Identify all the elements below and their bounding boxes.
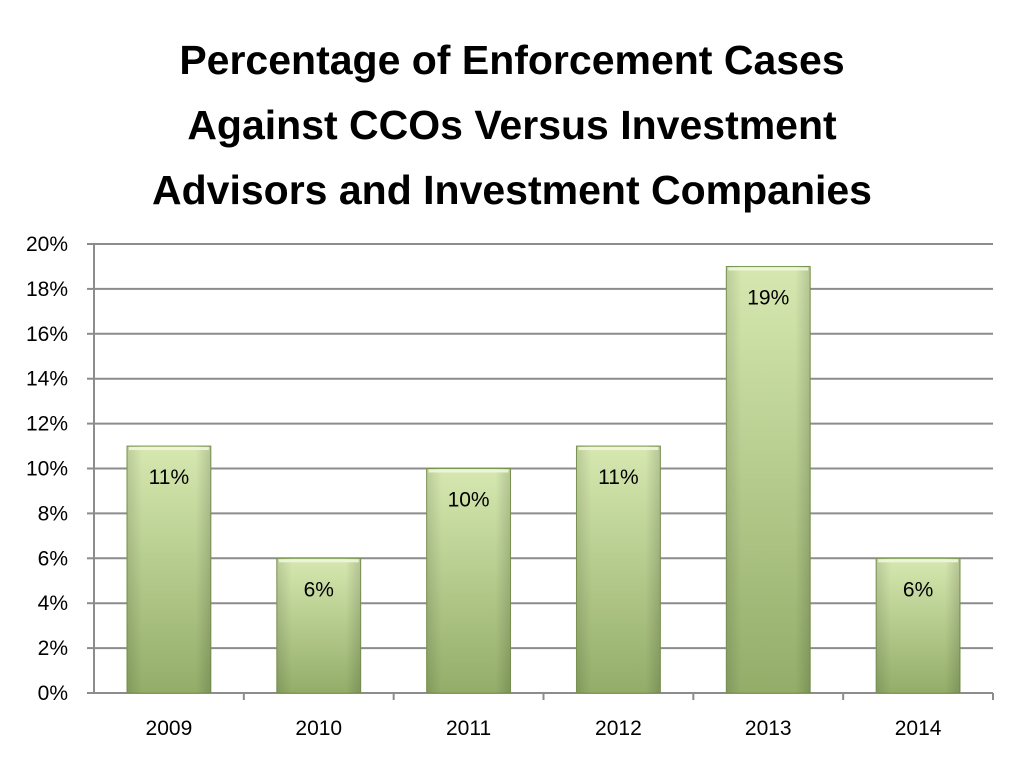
chart-title: Percentage of Enforcement Cases Against …	[0, 28, 1024, 223]
axes	[87, 243, 994, 700]
x-tick-label: 2012	[595, 717, 642, 740]
y-tick-label: 0%	[38, 682, 68, 705]
bar-shade	[576, 446, 661, 693]
bar-shade	[726, 266, 811, 693]
bar-highlight	[128, 447, 209, 451]
bar-shade	[876, 558, 961, 693]
data-label: 19%	[747, 286, 789, 309]
x-tick-label: 2013	[745, 717, 792, 740]
bar-highlight	[728, 267, 809, 271]
y-tick-label: 16%	[26, 323, 68, 346]
bar-shade	[126, 446, 211, 693]
bar-2014: 6%	[875, 557, 961, 694]
y-tick-label: 2%	[38, 637, 68, 660]
bar-2013: 19%	[725, 265, 811, 694]
y-tick-label: 14%	[26, 368, 68, 391]
bar-highlight	[428, 469, 509, 473]
x-tick-label: 2011	[446, 717, 491, 740]
y-tick-label: 8%	[38, 502, 68, 525]
chart-title-line-3: Advisors and Investment Companies	[152, 167, 872, 213]
y-tick-label: 4%	[38, 592, 68, 615]
bar-shade	[276, 558, 361, 693]
data-label: 11%	[149, 466, 189, 489]
bar-highlight	[578, 447, 659, 451]
y-axis-tick-labels: 0% 2% 4% 6% 8% 10% 12% 14% 16% 18% 20%	[26, 233, 68, 705]
y-tick-label: 6%	[38, 547, 68, 570]
gridlines	[94, 243, 993, 650]
bar-shade	[426, 468, 511, 693]
bar-highlight	[878, 559, 959, 563]
bar-2012: 11%	[575, 445, 661, 694]
bar-2009: 11%	[126, 445, 212, 694]
x-axis-tick-labels: 2009 2010 2011 2012 2013 2014	[146, 717, 942, 740]
bars: 11% 6% 10% 11% 19% 6%	[126, 265, 961, 694]
chart-title-line-2: Against CCOs Versus Investment	[187, 102, 837, 148]
bar-2010: 6%	[276, 557, 362, 694]
y-tick-label: 12%	[26, 413, 68, 436]
bar-highlight	[278, 559, 359, 563]
data-label: 6%	[903, 578, 933, 601]
data-label: 11%	[598, 466, 638, 489]
y-tick-label: 18%	[26, 278, 68, 301]
chart-title-line-1: Percentage of Enforcement Cases	[179, 37, 845, 83]
y-tick-label: 20%	[26, 233, 68, 256]
data-label: 10%	[448, 489, 490, 512]
x-tick-label: 2010	[295, 717, 342, 740]
data-label: 6%	[304, 578, 334, 601]
y-tick-label: 10%	[26, 458, 68, 481]
bar-2011: 10%	[426, 468, 512, 694]
x-tick-label: 2009	[146, 717, 193, 740]
x-tick-label: 2014	[895, 717, 942, 740]
